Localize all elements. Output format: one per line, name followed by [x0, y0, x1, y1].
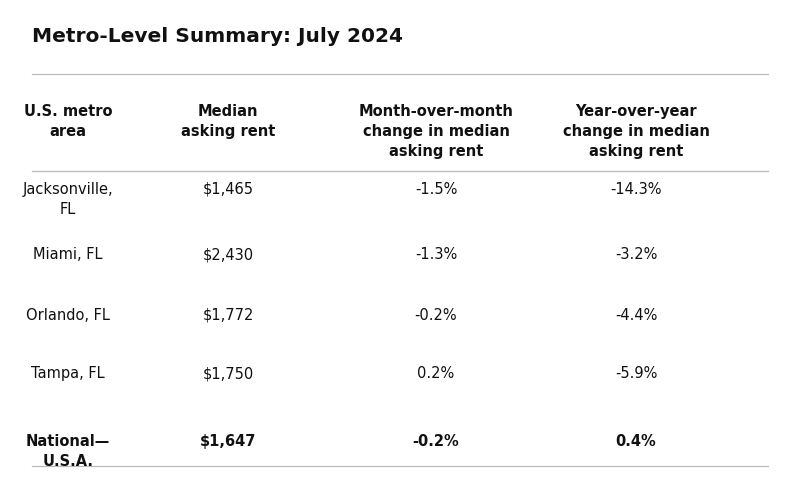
- Text: U.S. metro
area: U.S. metro area: [24, 104, 112, 139]
- Text: Miami, FL: Miami, FL: [34, 247, 102, 262]
- Text: -14.3%: -14.3%: [610, 182, 662, 197]
- Text: 0.2%: 0.2%: [418, 365, 454, 380]
- Text: Year-over-year
change in median
asking rent: Year-over-year change in median asking r…: [562, 104, 710, 159]
- Text: -1.3%: -1.3%: [415, 247, 457, 262]
- Text: Tampa, FL: Tampa, FL: [31, 365, 105, 380]
- Text: -1.5%: -1.5%: [415, 182, 457, 197]
- Text: Month-over-month
change in median
asking rent: Month-over-month change in median asking…: [358, 104, 514, 159]
- Text: 0.4%: 0.4%: [616, 433, 656, 448]
- Text: -0.2%: -0.2%: [414, 307, 458, 322]
- Text: $1,465: $1,465: [202, 182, 254, 197]
- Text: -4.4%: -4.4%: [615, 307, 657, 322]
- Text: $1,772: $1,772: [202, 307, 254, 322]
- Text: $1,647: $1,647: [200, 433, 256, 448]
- Text: Orlando, FL: Orlando, FL: [26, 307, 110, 322]
- Text: Median
asking rent: Median asking rent: [181, 104, 275, 139]
- Text: -5.9%: -5.9%: [615, 365, 657, 380]
- Text: $2,430: $2,430: [202, 247, 254, 262]
- Text: $1,750: $1,750: [202, 365, 254, 380]
- Text: -0.2%: -0.2%: [413, 433, 459, 448]
- Text: -3.2%: -3.2%: [615, 247, 657, 262]
- Text: Metro-Level Summary: July 2024: Metro-Level Summary: July 2024: [32, 27, 403, 45]
- Text: National—
U.S.A.: National— U.S.A.: [26, 433, 110, 468]
- Text: Jacksonville,
FL: Jacksonville, FL: [22, 182, 114, 216]
